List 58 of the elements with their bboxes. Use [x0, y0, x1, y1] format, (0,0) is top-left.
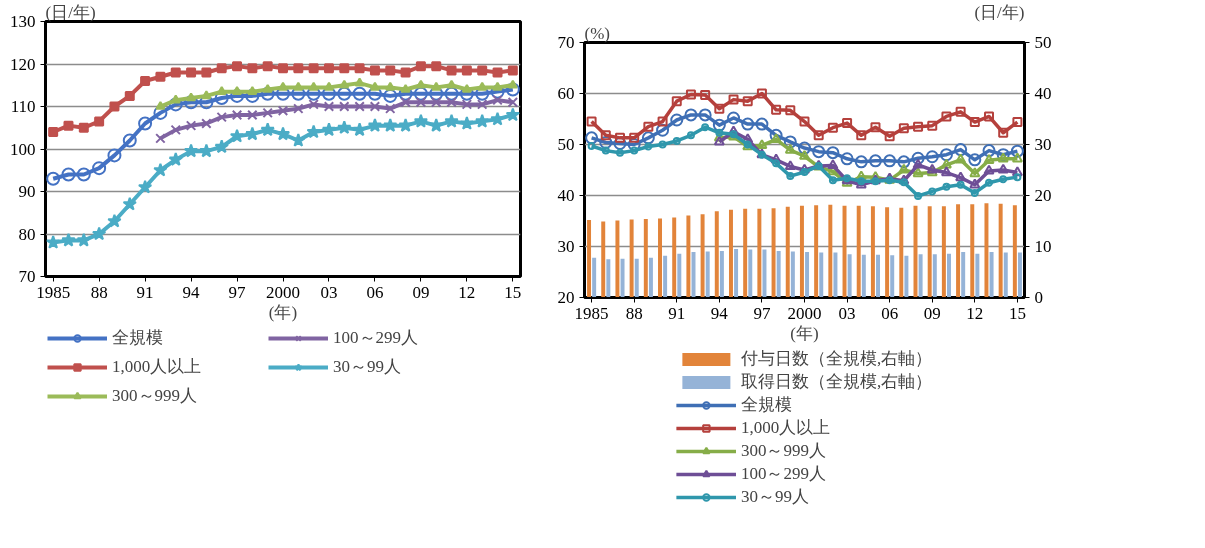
- legend-label: 300～999人: [740, 440, 826, 462]
- x-tick-label: 1985: [36, 282, 71, 302]
- x-tick-label: 03: [320, 282, 338, 302]
- y2-axis-title: (日/年): [974, 2, 1025, 22]
- legend-label: 300～999人: [112, 385, 198, 407]
- y-tick-label: 70: [557, 33, 575, 52]
- y2-tick-label: 40: [1034, 84, 1052, 103]
- x-axis-title: (年): [790, 323, 819, 343]
- y-tick-label: 40: [557, 186, 575, 205]
- y-tick-label: 90: [18, 182, 36, 201]
- x-tick-label: 06: [366, 282, 384, 302]
- legend-label: 100～299人: [740, 463, 826, 485]
- x-tick-label: 88: [90, 282, 108, 302]
- legend-label: 1,000人以上: [112, 356, 203, 378]
- y-tick-label: 110: [10, 97, 36, 116]
- x-tick-label: 88: [625, 303, 643, 323]
- x-tick-label: 1985: [574, 303, 609, 323]
- y-tick-label: 20: [557, 288, 575, 307]
- x-tick-label: 09: [923, 303, 941, 323]
- x-tick-label: 97: [753, 303, 771, 323]
- y-tick-label: 50: [557, 135, 575, 154]
- legend-label: 付与日数（全規模,右軸）: [740, 348, 933, 370]
- y2-tick-label: 20: [1034, 186, 1052, 205]
- y-tick-label: 70: [18, 267, 36, 286]
- legend-label: 1,000人以上: [740, 417, 831, 439]
- x-tick-label: 06: [881, 303, 899, 323]
- x-tick-label: 94: [710, 303, 729, 323]
- y-tick-label: 130: [10, 12, 36, 31]
- y-tick-label: 60: [557, 84, 575, 103]
- y2-tick-label: 50: [1034, 33, 1052, 52]
- legend-label: 全規模: [740, 394, 792, 416]
- legend-label: 取得日数（全規模,右軸）: [740, 371, 933, 393]
- x-tick-label: 03: [838, 303, 856, 323]
- x-tick-label: 09: [412, 282, 430, 302]
- x-tick-label: 91: [136, 282, 154, 302]
- x-tick-label: 15: [504, 282, 522, 302]
- x-tick-label: 15: [1008, 303, 1026, 323]
- x-axis-title: (年): [268, 302, 298, 322]
- y2-tick-label: 10: [1034, 237, 1052, 256]
- y-tick-label: 80: [18, 224, 36, 244]
- y-tick-label: 30: [557, 237, 575, 256]
- legend-label: 100～299人: [333, 327, 419, 349]
- x-tick-label: 2000: [266, 282, 300, 302]
- y2-tick-label: 0: [1034, 288, 1043, 307]
- legend-label: 30～99人: [740, 486, 809, 507]
- y-tick-label: 100: [10, 139, 36, 159]
- y-tick-label: 120: [10, 54, 36, 74]
- legend-label: 全規模: [112, 327, 164, 349]
- y-axis-title: (日/年): [45, 2, 96, 22]
- y2-tick-label: 30: [1034, 135, 1052, 154]
- y-axis-title: (%): [584, 23, 610, 43]
- x-tick-label: 12: [966, 303, 984, 323]
- x-tick-label: 2000: [787, 303, 822, 323]
- x-tick-label: 12: [458, 282, 476, 302]
- x-tick-label: 94: [182, 282, 201, 302]
- legend-label: 30～99人: [333, 356, 402, 378]
- x-tick-label: 91: [668, 303, 686, 323]
- x-tick-label: 97: [228, 282, 247, 302]
